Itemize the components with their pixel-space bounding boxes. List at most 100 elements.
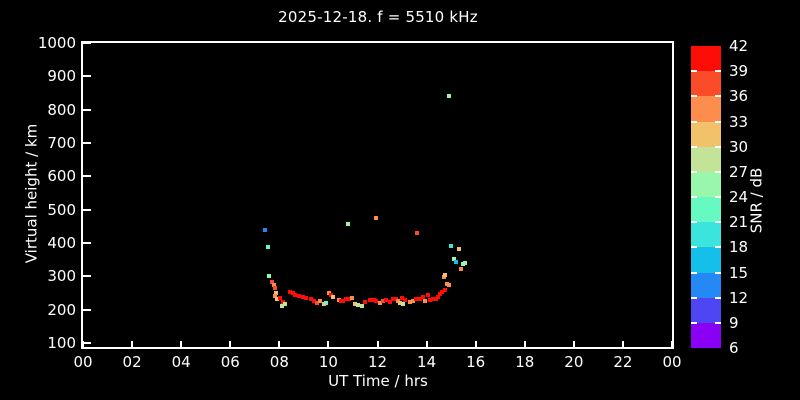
data-point xyxy=(391,297,396,301)
data-point xyxy=(431,297,436,301)
colorbar-segment xyxy=(691,121,721,148)
x-tick-label: 10 xyxy=(318,353,338,371)
colorbar-tick xyxy=(715,120,721,123)
colorbar-tick-label: 15 xyxy=(729,263,749,282)
data-point xyxy=(443,288,448,293)
data-point xyxy=(443,273,448,278)
data-point xyxy=(318,299,323,303)
data-point xyxy=(265,244,270,249)
data-point xyxy=(362,300,367,304)
y-tick-label: 300 xyxy=(47,267,76,286)
data-point xyxy=(272,294,277,298)
x-axis-tick xyxy=(621,341,624,348)
x-axis-tick xyxy=(523,341,526,348)
colorbar-tick xyxy=(715,70,721,73)
data-point xyxy=(440,290,445,295)
x-tick-label: 18 xyxy=(515,353,535,371)
data-point xyxy=(282,302,287,306)
x-tick-label: 14 xyxy=(417,353,437,371)
colorbar-segment xyxy=(691,222,721,248)
y-axis-tick xyxy=(83,275,91,278)
colorbar-tick xyxy=(691,246,697,249)
colorbar-tick-label: 30 xyxy=(729,137,749,156)
data-point xyxy=(278,296,283,300)
data-point xyxy=(449,244,454,248)
x-tick-label: 06 xyxy=(220,353,240,371)
data-point xyxy=(346,222,351,227)
colorbar-segment xyxy=(691,322,721,349)
colorbar-tick xyxy=(715,170,721,173)
x-tick-label: 00 xyxy=(662,353,682,371)
data-point xyxy=(271,283,276,288)
data-point xyxy=(388,300,393,304)
y-tick-label: 200 xyxy=(47,300,76,319)
y-axis-tick xyxy=(83,42,91,44)
x-axis-tick xyxy=(180,341,183,348)
data-point xyxy=(274,297,279,301)
colorbar-tick xyxy=(715,221,721,224)
colorbar-tick-label: 12 xyxy=(729,288,749,307)
data-point xyxy=(384,298,389,302)
colorbar-tick xyxy=(691,145,697,148)
data-point xyxy=(418,297,423,301)
data-point xyxy=(300,295,305,299)
y-axis-tick xyxy=(83,308,91,311)
colorbar-segment xyxy=(691,171,721,198)
data-point xyxy=(403,298,408,302)
data-point xyxy=(296,294,301,298)
colorbar-tick xyxy=(691,95,697,98)
x-tick-label: 04 xyxy=(171,353,191,371)
data-point xyxy=(293,293,298,297)
data-point xyxy=(360,304,365,308)
colorbar-tick-label: 42 xyxy=(729,37,749,55)
data-point xyxy=(400,296,405,300)
y-axis-tick xyxy=(83,142,91,144)
colorbar-segment xyxy=(691,46,721,72)
data-point xyxy=(411,299,416,303)
colorbar-tick xyxy=(715,296,721,299)
data-point xyxy=(442,275,447,280)
data-point xyxy=(401,302,406,306)
y-axis-tick xyxy=(83,242,91,244)
y-axis-tick xyxy=(83,175,91,178)
colorbar-tick-label: 18 xyxy=(729,238,749,257)
y-tick-label: 800 xyxy=(47,100,76,119)
x-axis-tick xyxy=(82,341,84,348)
colorbar-segment xyxy=(691,197,721,223)
data-point xyxy=(287,290,292,295)
y-tick-label: 500 xyxy=(47,200,76,219)
y-tick-label: 1000 xyxy=(37,34,76,52)
data-point xyxy=(447,283,452,288)
data-point xyxy=(434,297,439,301)
colorbar-tick xyxy=(691,170,697,173)
x-axis-tick xyxy=(327,341,330,348)
data-point xyxy=(326,291,331,295)
x-tick-label: 02 xyxy=(122,353,142,371)
x-axis-tick xyxy=(671,341,673,348)
data-point xyxy=(315,301,320,305)
data-point xyxy=(323,301,328,305)
data-point xyxy=(426,293,431,297)
colorbar-tick xyxy=(715,271,721,274)
data-point xyxy=(267,274,272,279)
y-axis-tick xyxy=(83,208,91,211)
y-tick-label: 400 xyxy=(47,234,76,252)
y-axis-tick xyxy=(83,75,91,78)
x-tick-label: 00 xyxy=(73,353,93,371)
colorbar-tick xyxy=(715,95,721,98)
plot-area xyxy=(81,41,674,349)
data-point xyxy=(381,299,386,303)
colorbar-segment xyxy=(691,146,721,173)
colorbar-tick xyxy=(691,70,697,73)
x-axis-tick xyxy=(425,341,428,348)
colorbar-tick-label: 36 xyxy=(729,87,749,106)
data-point xyxy=(423,299,428,303)
colorbar-segment xyxy=(691,96,721,122)
data-point xyxy=(308,297,313,301)
x-axis-tick xyxy=(229,341,232,348)
data-point xyxy=(336,298,341,302)
data-point xyxy=(378,301,383,305)
data-point xyxy=(415,231,420,236)
colorbar-tick xyxy=(691,120,697,123)
